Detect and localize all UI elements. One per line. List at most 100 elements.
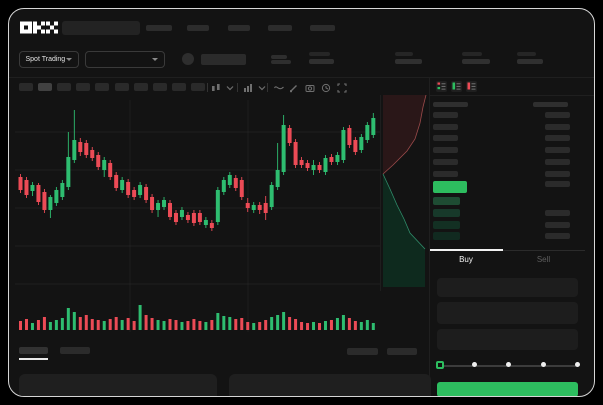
volume-bar bbox=[96, 319, 100, 330]
interval-button[interactable] bbox=[76, 83, 91, 91]
nav-item-placeholder[interactable] bbox=[227, 24, 250, 31]
ask-amount-placeholder bbox=[544, 123, 570, 130]
bid-price-placeholder[interactable] bbox=[432, 208, 460, 217]
expand-icon[interactable] bbox=[336, 82, 347, 93]
volume-bar bbox=[281, 311, 285, 330]
camera-icon[interactable] bbox=[305, 83, 315, 93]
chevron-down-icon[interactable] bbox=[257, 83, 267, 93]
volume-bar bbox=[66, 307, 70, 330]
interval-button[interactable] bbox=[152, 83, 167, 91]
interval-button[interactable] bbox=[172, 83, 187, 91]
volume-bar bbox=[42, 316, 46, 330]
volume-bar bbox=[179, 321, 183, 330]
volume-bar bbox=[203, 321, 207, 330]
interval-button[interactable] bbox=[95, 83, 110, 91]
amount-field[interactable] bbox=[436, 301, 578, 324]
buy-submit-button[interactable] bbox=[436, 381, 578, 396]
interval-button[interactable] bbox=[191, 83, 206, 91]
volume-bar bbox=[162, 320, 166, 330]
price-field[interactable] bbox=[436, 277, 578, 297]
nav-item-placeholder[interactable] bbox=[186, 24, 209, 31]
trade-type-dropdown[interactable]: Spot Trading bbox=[18, 50, 79, 68]
slider-stop-dot[interactable] bbox=[471, 362, 477, 367]
bid-price-placeholder[interactable] bbox=[432, 220, 460, 229]
nav-item-placeholder[interactable] bbox=[309, 24, 335, 31]
volume-bar bbox=[114, 316, 118, 330]
interval-button[interactable] bbox=[18, 83, 33, 91]
volume-bar bbox=[275, 314, 279, 330]
volume-bar bbox=[209, 319, 213, 330]
buy-tab-indicator bbox=[429, 248, 503, 251]
volume-bar bbox=[168, 318, 171, 330]
ask-price-placeholder[interactable] bbox=[432, 170, 458, 177]
ask-amount-placeholder bbox=[544, 170, 570, 177]
toggle-asks-only-icon[interactable] bbox=[465, 80, 477, 92]
candles-icon[interactable] bbox=[211, 83, 221, 93]
volume-bar bbox=[257, 321, 261, 330]
volume-bar bbox=[335, 317, 339, 330]
ask-price-placeholder[interactable] bbox=[432, 135, 458, 142]
volume-bar bbox=[36, 319, 40, 330]
ask-price-placeholder[interactable] bbox=[432, 112, 458, 118]
toggle-combined-book-icon[interactable] bbox=[435, 80, 447, 92]
toolbar-divider bbox=[266, 82, 268, 92]
search-input[interactable] bbox=[61, 20, 140, 35]
volume-bar bbox=[18, 320, 22, 330]
change-placeholder bbox=[270, 54, 287, 59]
volume-bar bbox=[329, 319, 333, 330]
chart-tab[interactable] bbox=[59, 346, 90, 354]
ask-price-placeholder[interactable] bbox=[432, 123, 458, 130]
chevron-down-icon bbox=[65, 57, 72, 61]
chart-footer-control[interactable] bbox=[346, 347, 378, 355]
interval-button[interactable] bbox=[56, 83, 71, 91]
slider-stop-dot[interactable] bbox=[575, 362, 580, 367]
tab-buy[interactable]: Buy bbox=[459, 254, 473, 264]
indicator-icon[interactable] bbox=[243, 83, 253, 93]
pencil-icon[interactable] bbox=[289, 83, 299, 93]
volume-bar bbox=[293, 318, 297, 330]
coin-icon bbox=[181, 52, 194, 65]
slider-handle[interactable] bbox=[435, 360, 444, 369]
history-icon[interactable] bbox=[321, 83, 331, 93]
tab-sell[interactable]: Sell bbox=[536, 254, 551, 264]
candlestick-chart[interactable] bbox=[14, 99, 381, 332]
interval-button[interactable] bbox=[114, 83, 129, 91]
volume-bar bbox=[150, 317, 154, 330]
total-field[interactable] bbox=[436, 328, 578, 350]
volume-bar bbox=[263, 319, 267, 330]
stat-label-placeholder bbox=[516, 51, 536, 56]
last-price-amount-placeholder bbox=[544, 180, 570, 187]
wave-line-icon[interactable] bbox=[273, 83, 284, 93]
depth-chart bbox=[379, 94, 426, 291]
volume-bar bbox=[197, 320, 201, 330]
price-placeholder bbox=[200, 53, 246, 65]
chart-tab-active[interactable] bbox=[18, 346, 48, 354]
slider-stop-dot[interactable] bbox=[506, 362, 511, 367]
interval-button[interactable] bbox=[37, 83, 52, 91]
nav-item-placeholder[interactable] bbox=[267, 24, 292, 31]
stat-label-placeholder bbox=[461, 51, 482, 56]
volume-bar bbox=[221, 315, 225, 330]
chart-footer-control[interactable] bbox=[386, 347, 417, 355]
ask-amount-placeholder bbox=[544, 147, 570, 154]
ask-price-placeholder[interactable] bbox=[432, 158, 458, 165]
slider-stop-dot[interactable] bbox=[540, 362, 546, 367]
interval-button[interactable] bbox=[133, 83, 148, 91]
volume-bar bbox=[227, 316, 231, 330]
bid-price-placeholder[interactable] bbox=[432, 232, 460, 241]
volume-bar bbox=[317, 322, 321, 330]
orderbook-col-header-amount bbox=[532, 101, 568, 107]
toggle-bids-only-icon[interactable] bbox=[450, 80, 462, 92]
pair-selector-dropdown[interactable] bbox=[84, 50, 165, 68]
stat-value-placeholder bbox=[461, 58, 490, 64]
ask-price-placeholder[interactable] bbox=[432, 147, 458, 154]
volume-bar bbox=[305, 322, 309, 330]
okx-logo bbox=[19, 21, 58, 33]
chevron-down-icon[interactable] bbox=[225, 83, 235, 93]
bid-price-placeholder[interactable] bbox=[432, 197, 460, 205]
nav-item-placeholder[interactable] bbox=[145, 24, 172, 31]
stat-value-placeholder bbox=[516, 58, 543, 64]
volume-bar bbox=[299, 321, 303, 330]
volume-bar bbox=[138, 304, 142, 330]
volume-bar bbox=[60, 317, 64, 330]
